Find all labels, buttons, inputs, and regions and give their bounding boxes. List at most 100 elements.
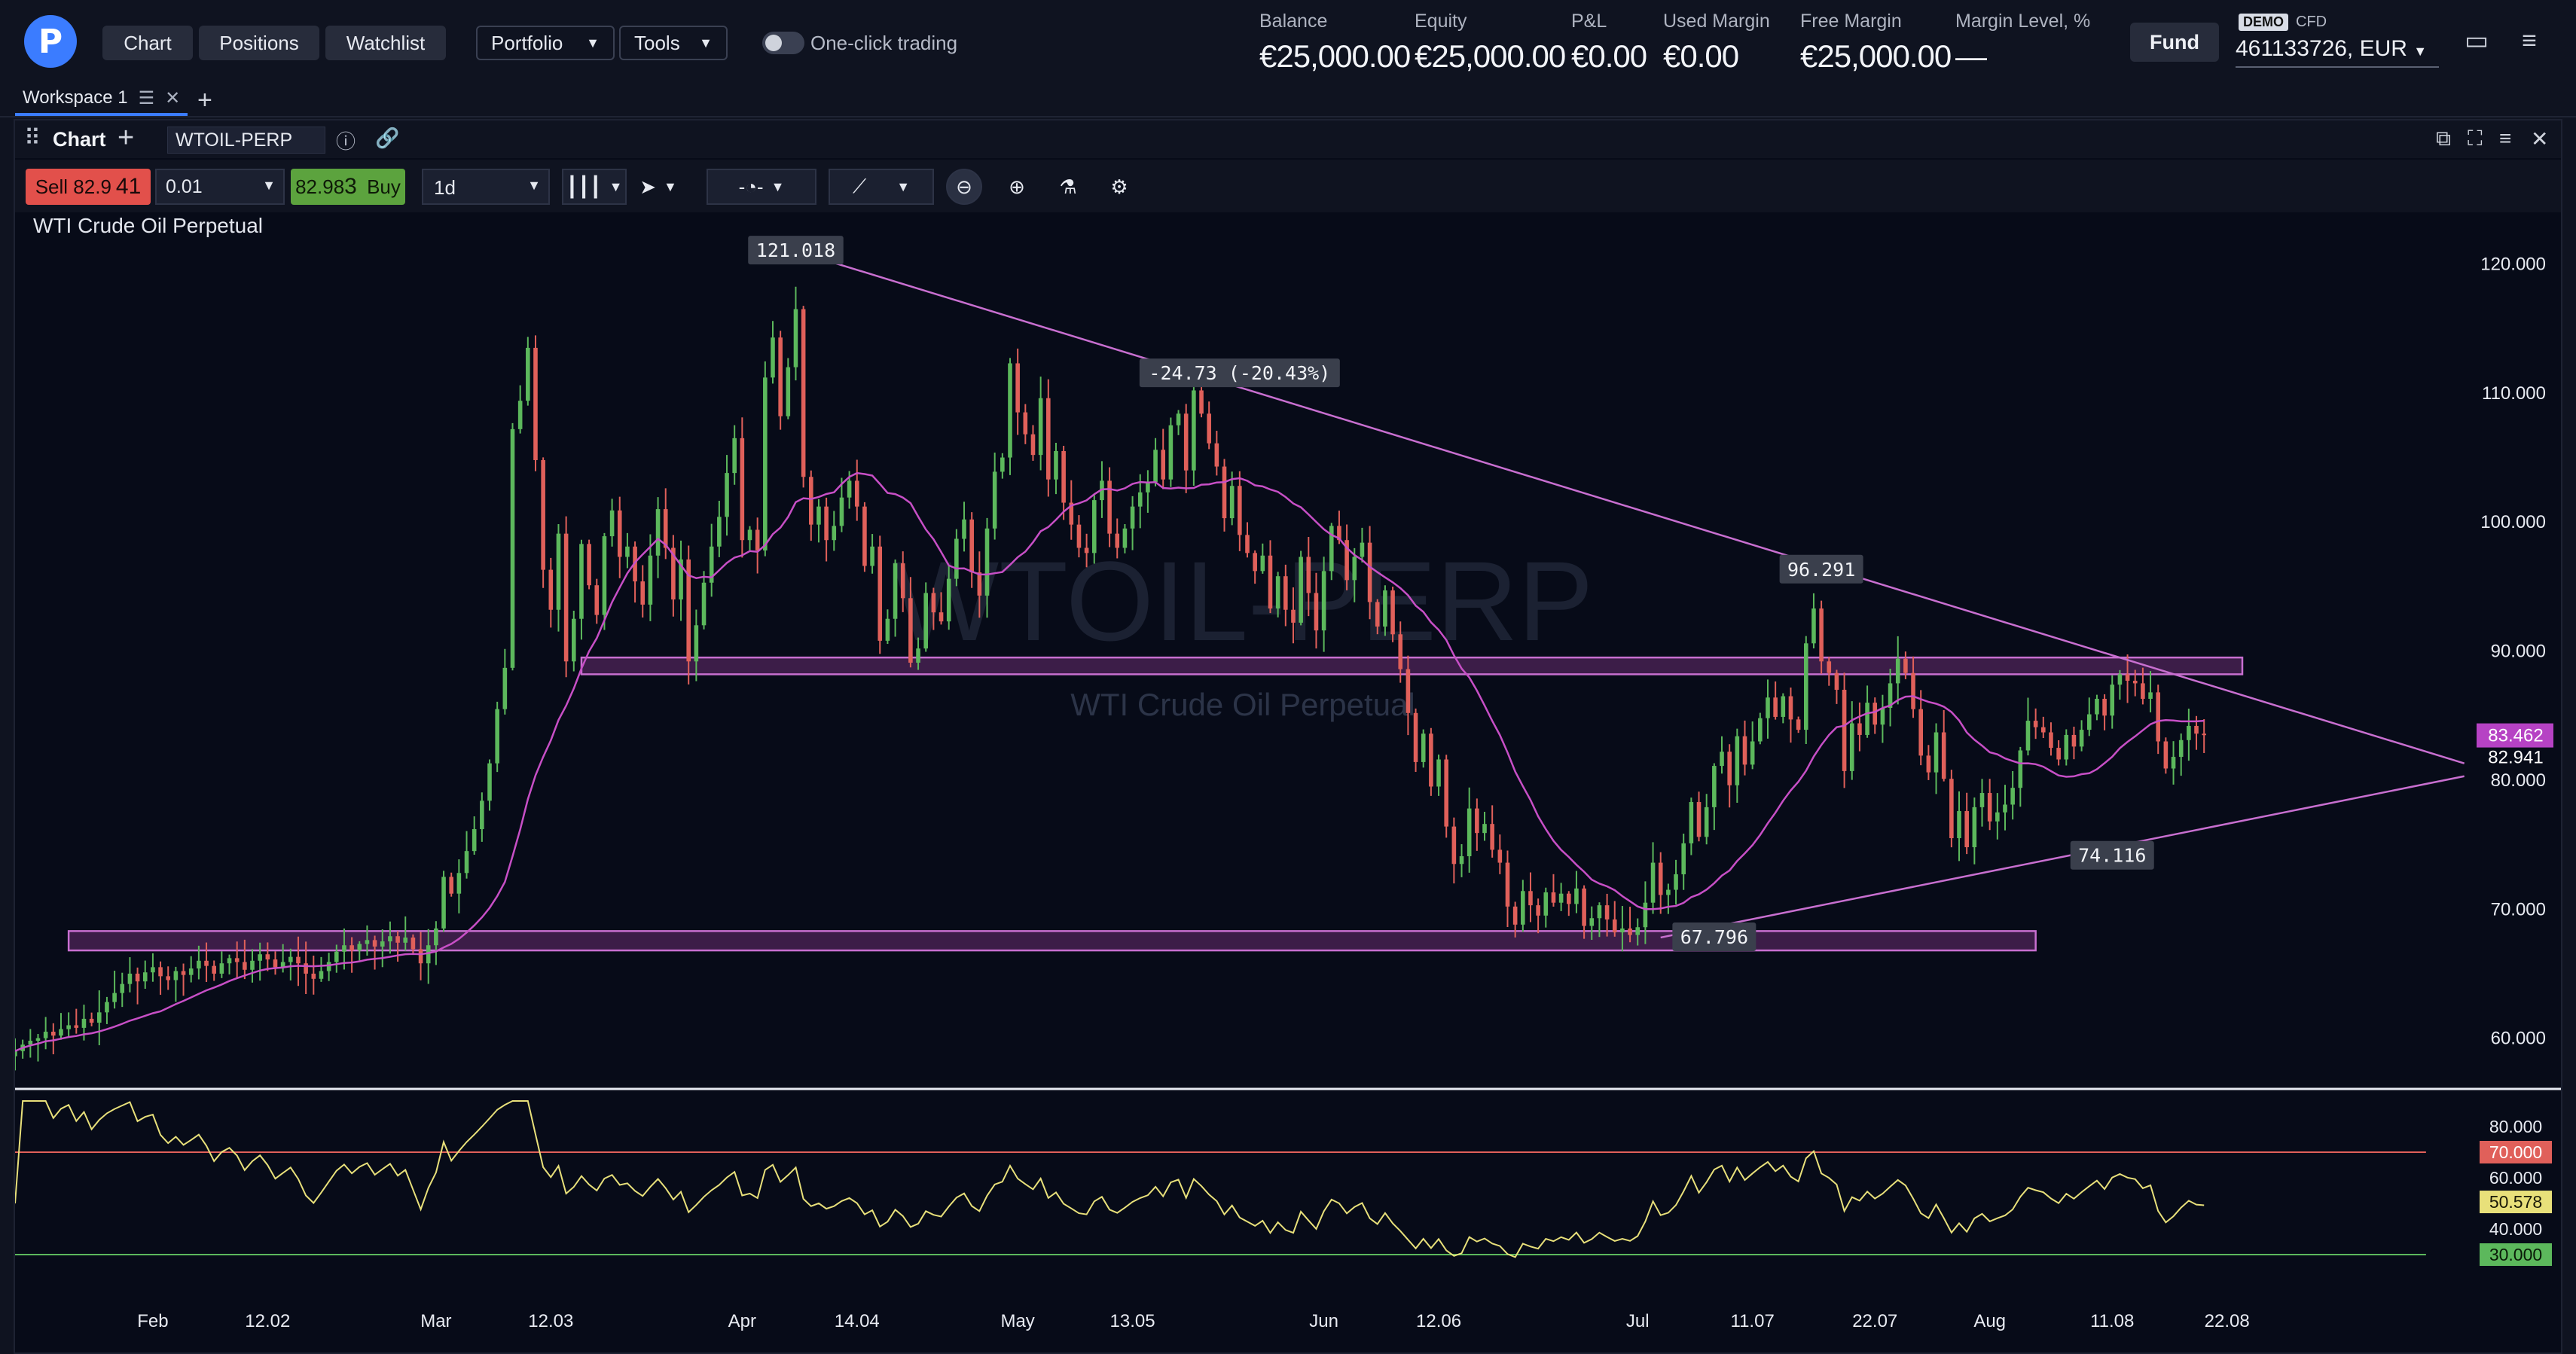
stat-label: Equity <box>1415 11 1467 32</box>
candle-body <box>1781 696 1786 717</box>
chart-canvas[interactable]: WTOIL-PERP WTI Crude Oil Perpetual 60.000 7… <box>15 120 2561 1352</box>
candle-body <box>43 1032 48 1038</box>
rsi-tick-label: 60.000 <box>2489 1168 2542 1188</box>
candle-body <box>984 528 990 596</box>
chart-type-button[interactable]: ┃┃┃ ▼ <box>562 169 627 205</box>
candle-body <box>1183 413 1189 471</box>
buy-button[interactable]: 82.98 3 Buy <box>291 169 405 205</box>
close-panel-icon[interactable]: ✕ <box>2531 127 2549 151</box>
panel-menu-icon[interactable]: ≡ <box>2499 127 2512 150</box>
tools-dropdown[interactable]: Tools ▼ <box>619 26 728 60</box>
workspace-tab[interactable]: Workspace 1 ☰ ✕ <box>15 83 188 116</box>
nav-tab-positions[interactable]: Positions <box>199 26 319 60</box>
candle-body <box>1390 590 1395 635</box>
candle-body <box>234 958 240 962</box>
candle-body <box>1306 557 1311 593</box>
candle-body <box>2025 721 2031 751</box>
candle-body <box>227 958 232 964</box>
candle-body <box>1015 363 1020 413</box>
candle-body <box>1712 766 1717 807</box>
sell-price-prefix: 82.9 <box>73 175 111 198</box>
candle-body <box>380 941 385 947</box>
candle-body <box>625 546 630 557</box>
timeframe-select[interactable]: 1d ▼ <box>422 169 550 205</box>
add-chart-icon[interactable]: + <box>118 122 135 154</box>
candle-body <box>1612 919 1617 933</box>
account-selector[interactable]: 461133726, EUR ▼ <box>2236 36 2439 68</box>
candle-body <box>1429 733 1433 787</box>
x-tick-label: Jul <box>1626 1311 1650 1331</box>
zoom-out-icon[interactable]: ⊖ <box>946 169 982 205</box>
candle-body <box>679 559 683 600</box>
trendline-icon: ⟋ <box>852 175 867 197</box>
nav-tab-chart[interactable]: Chart <box>102 26 193 60</box>
candle-body <box>1299 557 1303 623</box>
app-logo-icon[interactable]: P <box>24 15 77 68</box>
candle-body <box>694 625 699 662</box>
nav-tab-watchlist[interactable]: Watchlist <box>325 26 446 60</box>
candle-body <box>969 519 974 573</box>
candle-body <box>2033 721 2038 727</box>
annotation-label: 74.116 <box>2078 845 2146 867</box>
candle-body <box>15 1051 17 1057</box>
y-tick-label: 120.000 <box>2480 255 2546 275</box>
symbol-input[interactable]: WTOIL-PERP <box>167 127 325 154</box>
candle-body <box>81 1018 87 1028</box>
rsi-tick-tag <box>2480 1243 2552 1266</box>
candle-body <box>112 993 117 1002</box>
fullscreen-icon[interactable]: ⛶ <box>2468 127 2483 150</box>
close-icon[interactable]: ✕ <box>165 87 181 108</box>
candle-body <box>265 954 270 960</box>
candle-body <box>181 971 186 975</box>
hamburger-icon[interactable]: ☰ <box>138 87 155 108</box>
price-annotation: 74.116 <box>2070 840 2154 870</box>
info-icon[interactable]: ⓘ <box>336 130 356 153</box>
candle-body <box>89 1018 94 1023</box>
portfolio-dropdown[interactable]: Portfolio ▼ <box>476 26 615 60</box>
candle-body <box>1030 434 1036 456</box>
flask-icon[interactable]: ⚗ <box>1059 175 1077 198</box>
layout-icon[interactable]: ▭ <box>2464 26 2489 55</box>
candle-body <box>1827 661 1832 673</box>
candle-body <box>2194 725 2199 734</box>
draw-line-button[interactable]: ⟋ ▼ <box>829 169 934 205</box>
candle-body <box>2079 730 2084 747</box>
balance-stat: Balance €25,000.00 <box>1259 11 1411 75</box>
menu-icon[interactable]: ≡ <box>2522 26 2537 55</box>
quantity-input[interactable]: 0.01 ▼ <box>155 169 285 205</box>
candle-body <box>717 517 722 547</box>
fund-button[interactable]: Fund <box>2130 23 2219 62</box>
candle-body <box>334 951 339 962</box>
zoom-in-icon[interactable]: ⊕ <box>1009 175 1025 198</box>
candle-body <box>1413 712 1418 762</box>
candle-body <box>1383 590 1387 627</box>
candle-body <box>1551 892 1556 903</box>
candle-body <box>1589 918 1595 926</box>
candle-body <box>2086 714 2092 730</box>
stat-value: €25,000.00 <box>1800 38 1952 74</box>
drag-handle-icon[interactable]: ⠿ <box>24 126 41 151</box>
cursor-tool-button[interactable]: ➤ ▼ <box>627 169 690 205</box>
link-icon[interactable]: 🔗 <box>375 127 400 149</box>
candle-body <box>1275 576 1280 609</box>
candle-body <box>556 533 561 610</box>
chart-toolbar: Sell 82.9 41 0.01 ▼ 82.98 3 Buy 1d ▼ ┃┃┃ ▼ ➤ ▼… <box>15 160 2561 212</box>
sell-button[interactable]: Sell 82.9 41 <box>26 169 151 205</box>
candle-body <box>1046 398 1051 480</box>
candle-body <box>2125 674 2130 681</box>
candle-body <box>1146 482 1150 493</box>
add-workspace-icon[interactable]: + <box>197 86 212 114</box>
chevron-down-icon: ▼ <box>527 178 541 193</box>
candle-body <box>1849 723 1854 771</box>
candle-body <box>456 873 462 894</box>
candle-body <box>1505 862 1510 907</box>
settings-icon[interactable]: ⚙ <box>1110 175 1128 198</box>
candle-body <box>548 569 554 610</box>
candle-body <box>158 967 163 977</box>
candle-body <box>1689 802 1694 843</box>
candle-body <box>1161 450 1166 480</box>
candle-body <box>1957 811 1961 839</box>
popout-icon[interactable]: ⧉ <box>2436 127 2451 150</box>
indicator-tool-button[interactable]: -◔- ▼ <box>707 169 816 205</box>
one-click-trading-toggle[interactable] <box>762 32 804 54</box>
